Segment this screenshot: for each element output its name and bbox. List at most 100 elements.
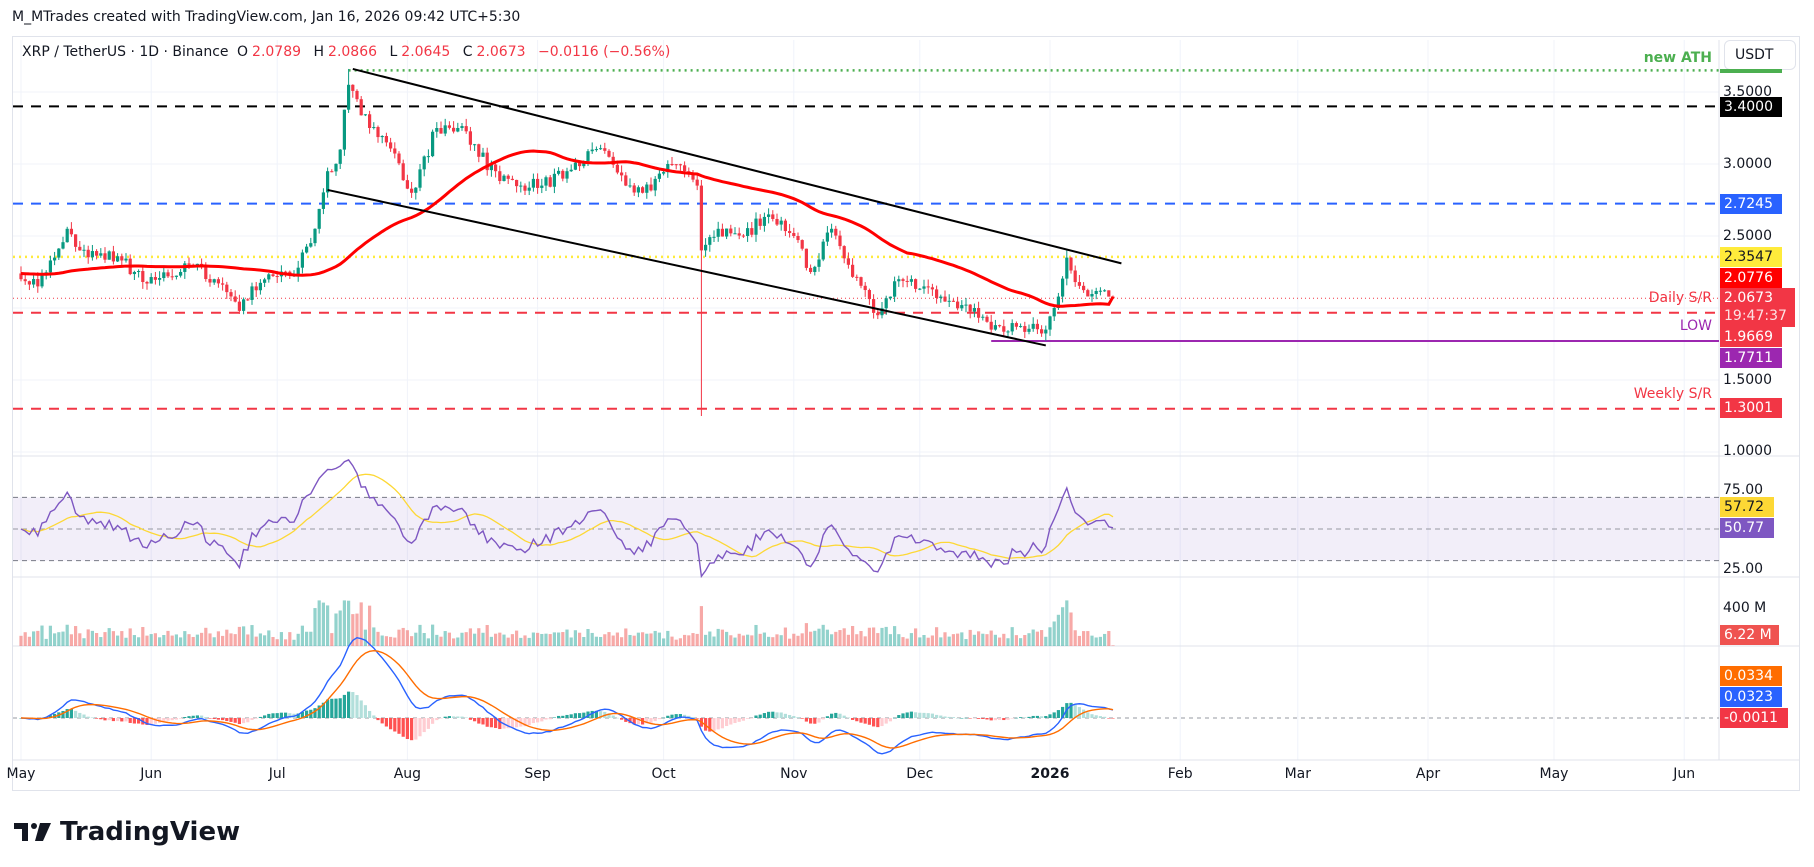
macd-histogram-bar (809, 718, 813, 724)
candle-body (225, 284, 229, 293)
candle-body (23, 279, 27, 282)
volume-bar (838, 630, 842, 646)
macd-histogram-bar (544, 718, 548, 720)
volume-bar (918, 637, 922, 646)
volume-bar (1027, 633, 1031, 646)
candle-body (212, 279, 216, 283)
macd-histogram-bar (788, 714, 792, 718)
volume-bar (683, 634, 687, 646)
macd-histogram-bar (830, 713, 834, 718)
macd-histogram-bar (426, 718, 430, 729)
macd-histogram-bar (405, 718, 409, 740)
candle-body (926, 286, 930, 288)
candle-body (40, 273, 44, 287)
macd-histogram-bar (1048, 714, 1052, 718)
macd-histogram-bar (162, 718, 166, 722)
macd-histogram-bar (594, 710, 598, 718)
volume-bar (775, 634, 779, 646)
currency-button[interactable]: USDT (1724, 40, 1796, 70)
volume-bar (800, 633, 804, 646)
candle-body (943, 296, 947, 302)
volume-bar (998, 637, 1002, 646)
descending-channel (327, 67, 1122, 347)
volume-bar (645, 633, 649, 646)
candle-body (368, 114, 372, 128)
candle-body (372, 127, 376, 129)
ma50-price-label: 2.0776 (1720, 268, 1782, 288)
chart-canvas[interactable] (0, 0, 1814, 800)
volume-bar (233, 634, 237, 646)
macd-histogram-bar (99, 718, 103, 720)
volume-bar (779, 635, 783, 646)
volume-bar (355, 613, 359, 646)
macd-histogram-bar (1027, 716, 1031, 718)
volume-bar (473, 633, 477, 646)
macd-histogram-bar (905, 712, 909, 718)
volume-bar (1044, 636, 1048, 646)
volume-bar (237, 626, 241, 646)
macd-histogram-bar (132, 718, 136, 724)
macd-histogram-bar (632, 718, 636, 725)
volume-bar (288, 632, 292, 646)
volume-bar (741, 635, 745, 646)
macd-histogram-bar (258, 716, 262, 718)
tradingview-logo[interactable]: TradingView (14, 817, 240, 847)
candle-body (628, 185, 632, 187)
candle-body (1107, 290, 1111, 297)
candle-body (208, 279, 212, 283)
macd-histogram-bar (48, 715, 52, 718)
macd-histogram-bar (414, 718, 418, 740)
macd-histogram-bar (494, 718, 498, 728)
macd-histogram-bar (771, 711, 775, 718)
macd-histogram-bar (670, 714, 674, 718)
volume-bar (930, 635, 934, 646)
volume-bar (939, 637, 943, 646)
volume-bar (153, 633, 157, 646)
last-price-label: 2.0673 19:47:37 (1720, 288, 1795, 327)
candle-body (573, 162, 577, 170)
volume-bar (729, 635, 733, 646)
volume-bar (989, 630, 993, 646)
weekly-sr-price-label: 1.3001 (1720, 398, 1782, 418)
macd-histogram-bar (674, 714, 678, 718)
macd-histogram-bar (645, 718, 649, 724)
candle-body (393, 148, 397, 154)
candle-body (187, 263, 191, 265)
volume-bar (725, 631, 729, 646)
candle-body (825, 232, 829, 242)
volume-bar (594, 636, 598, 646)
candle-body (930, 287, 934, 290)
candle-body (258, 282, 262, 291)
volume-bar (334, 613, 338, 646)
volume-bar (426, 638, 430, 646)
candle-body (326, 171, 330, 193)
macd-signal-label: 0.0334 (1720, 666, 1782, 686)
volume-bar (670, 636, 674, 646)
candle-body (905, 280, 909, 282)
volume-bar (414, 632, 418, 646)
macd-histogram-bar (687, 715, 691, 718)
macd-histogram-bar (565, 714, 569, 718)
macd-histogram-bar (951, 717, 955, 718)
macd-histogram-bar (624, 718, 628, 722)
candle-body (762, 216, 766, 226)
candle-body (733, 233, 737, 235)
macd-histogram-bar (389, 718, 393, 730)
macd-histogram-bar (393, 718, 397, 732)
macd-histogram-bar (867, 718, 871, 725)
macd-histogram-bar (590, 710, 594, 718)
volume-bar (821, 624, 825, 646)
candle-body (901, 279, 905, 281)
macd-histogram-bar (485, 718, 489, 727)
candle-body (1094, 290, 1098, 295)
volume-bar (968, 629, 972, 646)
macd-histogram-bar (678, 714, 682, 718)
volume-bar (149, 634, 153, 646)
macd-histogram-bar (977, 718, 981, 719)
volume-bar (212, 637, 216, 646)
macd-histogram-bar (960, 717, 964, 719)
macd-histogram-bar (762, 713, 766, 718)
macd-histogram-bar (195, 715, 199, 718)
macd-histogram-bar (1069, 702, 1073, 718)
